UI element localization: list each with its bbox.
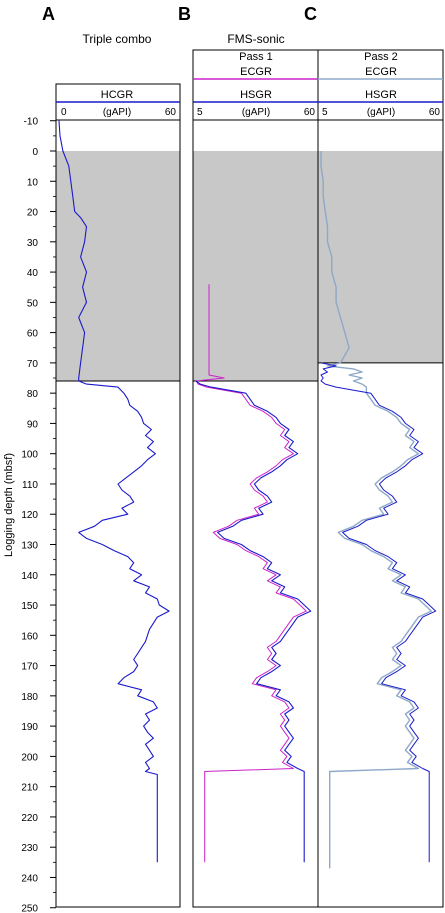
scale-max-a: 60 — [165, 107, 177, 118]
y-tick-label: 120 — [21, 510, 38, 521]
pipe-shade-c — [318, 151, 443, 363]
panel-letter-a: A — [42, 4, 55, 24]
panel-title-a: Triple combo — [83, 32, 152, 46]
y-tick-label: 250 — [21, 904, 38, 913]
pass-label-1: Pass 1 — [239, 51, 273, 63]
y-tick-label: 150 — [21, 601, 38, 612]
y-tick-label: 80 — [27, 389, 39, 400]
panel-letter-c: C — [304, 4, 317, 24]
pipe-shade-a — [56, 151, 180, 382]
scale-unit-b: (gAPI) — [242, 107, 270, 118]
pipe-shade-b — [193, 151, 318, 382]
scale-max-c: 60 — [429, 107, 441, 118]
panel-letter-b: B — [178, 4, 191, 24]
y-tick-label: 70 — [27, 359, 39, 370]
series-line-hsgr-b — [195, 380, 312, 863]
y-tick-label: -10 — [24, 117, 39, 128]
frame-track-a — [55, 83, 181, 908]
y-axis-label: Logging depth (mbsf) — [3, 453, 15, 557]
y-tick-label: 0 — [32, 147, 38, 158]
scale-min-a: 0 — [61, 107, 67, 118]
y-tick-label: 110 — [22, 480, 38, 491]
y-tick-label: 160 — [21, 631, 38, 642]
y-tick-label: 40 — [27, 268, 39, 279]
y-tick-label: 170 — [21, 662, 38, 673]
curve-label-b: HSGR — [240, 89, 272, 101]
y-tick-label: 30 — [27, 238, 39, 249]
panel-title-bc: FMS-sonic — [227, 32, 284, 46]
y-tick-label: 100 — [21, 450, 38, 461]
depth-axis: -10 0 10 20 30 40 50 60 70 80 90 100 110 120 130 140 150… — [21, 117, 56, 913]
curves-layer — [58, 120, 437, 869]
series-line-hcgr-a — [58, 120, 170, 863]
scale-min-b: 5 — [197, 107, 203, 118]
scale-unit-c: (gAPI) — [367, 107, 395, 118]
pass-label-2: Pass 2 — [364, 51, 398, 63]
scale-unit-a: (gAPI) — [103, 107, 131, 118]
y-tick-label: 200 — [21, 752, 38, 763]
ecgr-label-c: ECGR — [365, 66, 397, 78]
y-tick-label: 230 — [21, 843, 38, 854]
y-tick-label: 220 — [21, 813, 38, 824]
scale-max-b: 60 — [304, 107, 316, 118]
y-tick-label: 140 — [21, 571, 38, 582]
series-line-ecgr-c — [320, 151, 432, 869]
frames-layer — [55, 49, 444, 908]
y-tick-label: 20 — [27, 208, 39, 219]
y-tick-label: 130 — [21, 541, 38, 552]
pipe-shading-layer — [56, 151, 443, 382]
y-tick-label: 180 — [21, 692, 38, 703]
curve-label-a: HCGR — [101, 89, 133, 101]
y-tick-label: 90 — [27, 419, 39, 430]
series-line-ecgr-b — [195, 284, 307, 863]
series-line-hsgr-c — [320, 362, 437, 863]
y-tick-label: 190 — [21, 722, 38, 733]
y-tick-label: 50 — [27, 298, 39, 309]
y-tick-label: 60 — [27, 329, 39, 340]
y-tick-label: 240 — [21, 873, 38, 884]
y-tick-label: 210 — [21, 783, 38, 794]
curve-label-c: HSGR — [365, 89, 397, 101]
scale-min-c: 5 — [322, 107, 328, 118]
y-tick-label: 10 — [27, 177, 39, 188]
ecgr-label-b: ECGR — [240, 66, 272, 78]
